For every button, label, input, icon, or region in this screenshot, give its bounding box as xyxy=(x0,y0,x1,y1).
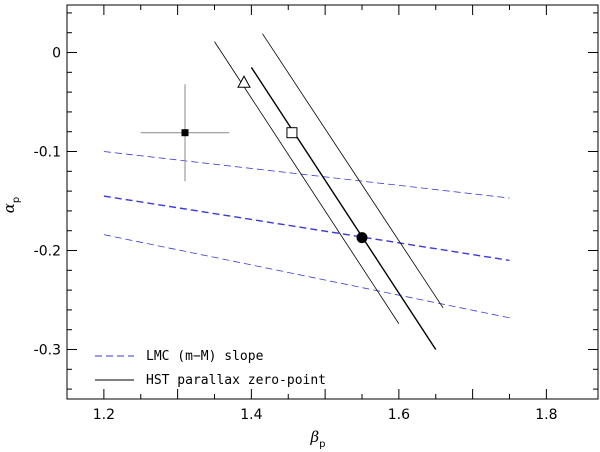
hst-central-line xyxy=(250,66,437,350)
lmc-central-line xyxy=(103,195,510,262)
x-tick-label: 1.4 xyxy=(240,407,262,423)
hst-bound-line xyxy=(262,33,444,309)
x-axis-label-main: β xyxy=(309,428,319,446)
y-tick-label: -0.1 xyxy=(34,145,61,161)
x-tick-label: 1.8 xyxy=(535,407,557,423)
legend-lmc-label: LMC (m−M) slope xyxy=(146,349,264,364)
series-layer xyxy=(103,33,510,350)
filled-square-point xyxy=(181,129,189,137)
y-tick-label: -0.2 xyxy=(34,244,61,260)
open-triangle-point xyxy=(237,75,251,88)
y-axis-label-main: α xyxy=(0,203,18,213)
points-layer xyxy=(140,75,368,244)
open-square-point xyxy=(286,127,298,139)
filled-circle-point xyxy=(356,232,368,244)
plot-frame xyxy=(66,4,599,400)
axis-ticks xyxy=(67,5,598,399)
hst-bound-line xyxy=(214,41,400,324)
x-axis-label-sub: p xyxy=(319,439,325,450)
x-tick-label: 1.2 xyxy=(93,407,115,423)
x-tick-label: 1.6 xyxy=(388,407,410,423)
y-tick-label: -0.3 xyxy=(34,343,61,359)
lmc-bound-line xyxy=(103,151,510,199)
y-axis-label: αp xyxy=(0,197,22,214)
lmc-bound-line xyxy=(103,234,510,319)
tick-labels: 1.2 1.4 1.6 1.8 0 -0.1 -0.2 -0.3 xyxy=(34,46,558,423)
x-axis-label: βp xyxy=(309,428,325,450)
legend-hst-label: HST parallax zero-point xyxy=(146,373,326,388)
legend: LMC (m−M) slope HST parallax zero-point xyxy=(95,349,326,388)
y-tick-label: 0 xyxy=(52,46,61,62)
y-axis-label-sub: p xyxy=(11,197,22,203)
